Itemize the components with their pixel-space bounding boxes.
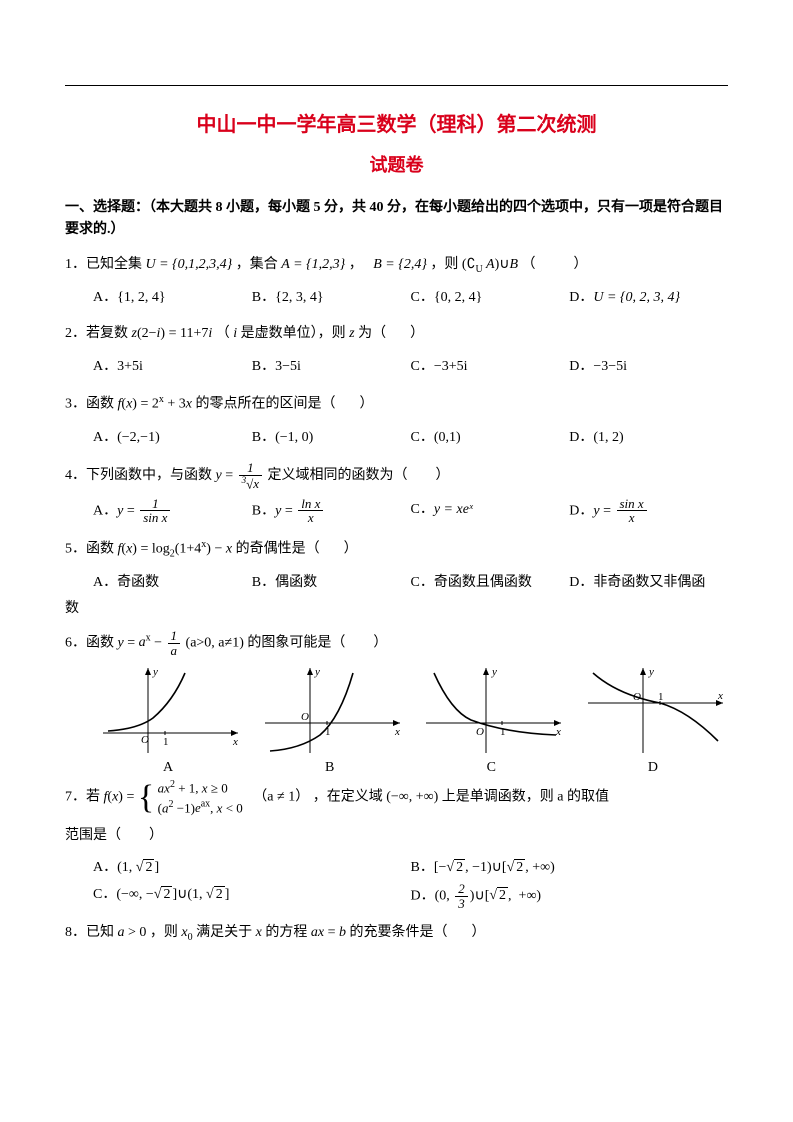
svg-text:O: O <box>141 734 149 746</box>
q1-B: B = {2,4} <box>373 257 427 272</box>
q2-opt-C: C．−3+5i <box>411 354 570 381</box>
q7-opt-C: C．(−∞, −√2]∪(1, √2] <box>93 882 411 910</box>
svg-text:y: y <box>314 666 320 678</box>
question-3: 3．函数 f(x) = 2x + 3x 的零点所在的区间是（） <box>65 390 728 418</box>
q1-A: A = {1,2,3} <box>281 257 345 272</box>
page-title: 中山一中一学年高三数学（理科）第二次统测 <box>65 108 728 137</box>
question-1: 1．已知全集 U = {0,1,2,3,4} ，集合 A = {1,2,3} ，… <box>65 252 728 279</box>
question-6: 6．函数 y = ax − 1a (a>0, a≠1) 的图象可能是（ ） <box>65 629 728 658</box>
q6-graph-A: O x y 1 A <box>93 663 243 776</box>
q5-options: A．奇函数 B．偶函数 C．奇函数且偶函数 D．非奇函数又非偶函 <box>65 570 728 597</box>
q5-C-val: 奇函数且偶函数 <box>434 575 532 590</box>
q1-tail: ，则 (U A)∪B （） <box>430 257 587 272</box>
q1-D-val: U = {0, 2, 3, 4} <box>593 290 680 305</box>
q4-opt-D: D．y = sin xx <box>569 497 728 525</box>
q6-label-D: D <box>578 760 728 776</box>
question-7: 7．若 f(x) = { ax2 + 1, x ≥ 0 (a2 −1)eax, … <box>65 778 728 816</box>
q4-options: A．y = 1sin x B．y = ln xx C．y = xeˣ D．y =… <box>65 497 728 525</box>
question-8: 8．已知 a > 0 ，则 x0 满足关于 x 的方程 ax = b 的充要条件… <box>65 920 728 947</box>
q5-opt-D: D．非奇函数又非偶函 <box>569 570 728 597</box>
q7-opt-A: A．(1, √2] <box>93 855 411 882</box>
q4-frac: 13√x <box>239 461 262 491</box>
q2-opt-A: A．3+5i <box>93 354 252 381</box>
q2-A-val: 3+5i <box>117 359 143 374</box>
q1-options: A．{1, 2, 4} B．{2, 3, 4} C．{0, 2, 4} D．U … <box>65 285 728 312</box>
q6-graph-B: O x y 1 B <box>255 663 405 776</box>
page-subtitle: 试题卷 <box>65 151 728 177</box>
q1-sep2: ， <box>349 257 370 272</box>
q3-opt-A: A．(−2,−1) <box>93 425 252 452</box>
q1-B-val: {2, 3, 4} <box>275 290 323 305</box>
q2-D-val: −3−5i <box>593 359 627 374</box>
q5-opt-C: C．奇函数且偶函数 <box>411 570 570 597</box>
q1-prefix: 1．已知全集 <box>65 257 146 272</box>
q6-label-A: A <box>93 760 243 776</box>
svg-text:y: y <box>648 666 654 678</box>
q6-graphs: O x y 1 A O x y 1 B <box>93 663 728 776</box>
q3-C-val: (0,1) <box>434 430 461 445</box>
q4-opt-A: A．y = 1sin x <box>93 497 252 525</box>
q5-D-val: 非奇函数又非偶函 <box>593 575 705 590</box>
svg-text:1: 1 <box>163 736 169 748</box>
svg-text:O: O <box>476 726 484 738</box>
q5-D-wrap: 数 <box>65 596 728 623</box>
q7-prefix: 7．若 <box>65 790 104 805</box>
q6-label-B: B <box>255 760 405 776</box>
section-1-heading: 一、选择题：（本大题共 8 小题，每小题 5 分，共 40 分，在每小题给出的四… <box>65 197 728 242</box>
svg-text:1: 1 <box>658 691 664 703</box>
q7-opt-B: B．[−√2, −1)∪[√2, +∞) <box>411 855 729 882</box>
q7-cond: （a ≠ 1） <box>253 790 309 805</box>
q4-opt-C: C．y = xeˣ <box>411 497 570 525</box>
q3-opt-B: B．(−1, 0) <box>252 425 411 452</box>
q2-options: A．3+5i B．3−5i C．−3+5i D．−3−5i <box>65 354 728 381</box>
svg-text:x: x <box>555 726 561 738</box>
q3-D-val: (1, 2) <box>593 430 623 445</box>
q6-graph-C: O x y 1 C <box>416 663 566 776</box>
q4-C-val: y = xeˣ <box>434 502 473 517</box>
question-2: 2．若复数 z(2−i) = 11+7i （ i 是虚数单位），则 z 为（） <box>65 321 728 348</box>
q7-tail: 范围是（ ） <box>65 823 728 850</box>
q5-opt-B: B．偶函数 <box>252 570 411 597</box>
q3-options: A．(−2,−1) B．(−1, 0) C．(0,1) D．(1, 2) <box>65 425 728 452</box>
q2-opt-D: D．−3−5i <box>569 354 728 381</box>
q7-mid: ，在定义域 (−∞, +∞) 上是单调函数，则 a 的取值 <box>313 790 609 805</box>
q1-opt-D: D．U = {0, 2, 3, 4} <box>569 285 728 312</box>
q7-opt-D: D．(0, 23)∪[√2, +∞) <box>411 882 729 910</box>
q4-suffix: 定义域相同的函数为（ ） <box>268 468 450 483</box>
svg-text:O: O <box>301 711 309 723</box>
q6-label-C: C <box>416 760 566 776</box>
q5-B-val: 偶函数 <box>275 575 317 590</box>
svg-text:x: x <box>394 726 400 738</box>
q3-B-val: (−1, 0) <box>275 430 313 445</box>
q1-A-val: {1, 2, 4} <box>117 290 165 305</box>
q6-graph-D: O x y 1 D <box>578 663 728 776</box>
q6-prefix: 6．函数 <box>65 635 118 650</box>
svg-text:y: y <box>152 666 158 678</box>
q2-opt-B: B．3−5i <box>252 354 411 381</box>
q1-opt-C: C．{0, 2, 4} <box>411 285 570 312</box>
q7-options: A．(1, √2] B．[−√2, −1)∪[√2, +∞) C．(−∞, −√… <box>65 855 728 910</box>
question-4: 4．下列函数中，与函数 y = 13√x 定义域相同的函数为（ ） <box>65 461 728 491</box>
q1-U: U = {0,1,2,3,4} <box>146 257 233 272</box>
svg-text:x: x <box>232 736 238 748</box>
q7-piecewise: ax2 + 1, x ≥ 0 (a2 −1)eax, x < 0 <box>158 778 243 816</box>
q5-A-val: 奇函数 <box>117 575 159 590</box>
question-5: 5．函数 f(x) = log2(1+4x) − x 的奇偶性是（） <box>65 535 728 563</box>
svg-text:x: x <box>717 690 723 702</box>
q1-C-val: {0, 2, 4} <box>434 290 482 305</box>
q2-B-val: 3−5i <box>275 359 301 374</box>
q1-opt-B: B．{2, 3, 4} <box>252 285 411 312</box>
q3-A-val: (−2,−1) <box>117 430 160 445</box>
q4-opt-B: B．y = ln xx <box>252 497 411 525</box>
q3-opt-C: C．(0,1) <box>411 425 570 452</box>
q3-opt-D: D．(1, 2) <box>569 425 728 452</box>
q1-opt-A: A．{1, 2, 4} <box>93 285 252 312</box>
q6-mid: (a>0, a≠1) 的图象可能是（ ） <box>186 635 388 650</box>
q1-sep1: ，集合 <box>236 257 282 272</box>
svg-text:y: y <box>491 666 497 678</box>
q5-opt-A: A．奇函数 <box>93 570 252 597</box>
q2-C-val: −3+5i <box>434 359 468 374</box>
top-rule <box>65 85 728 86</box>
q4-prefix: 4．下列函数中，与函数 <box>65 468 216 483</box>
